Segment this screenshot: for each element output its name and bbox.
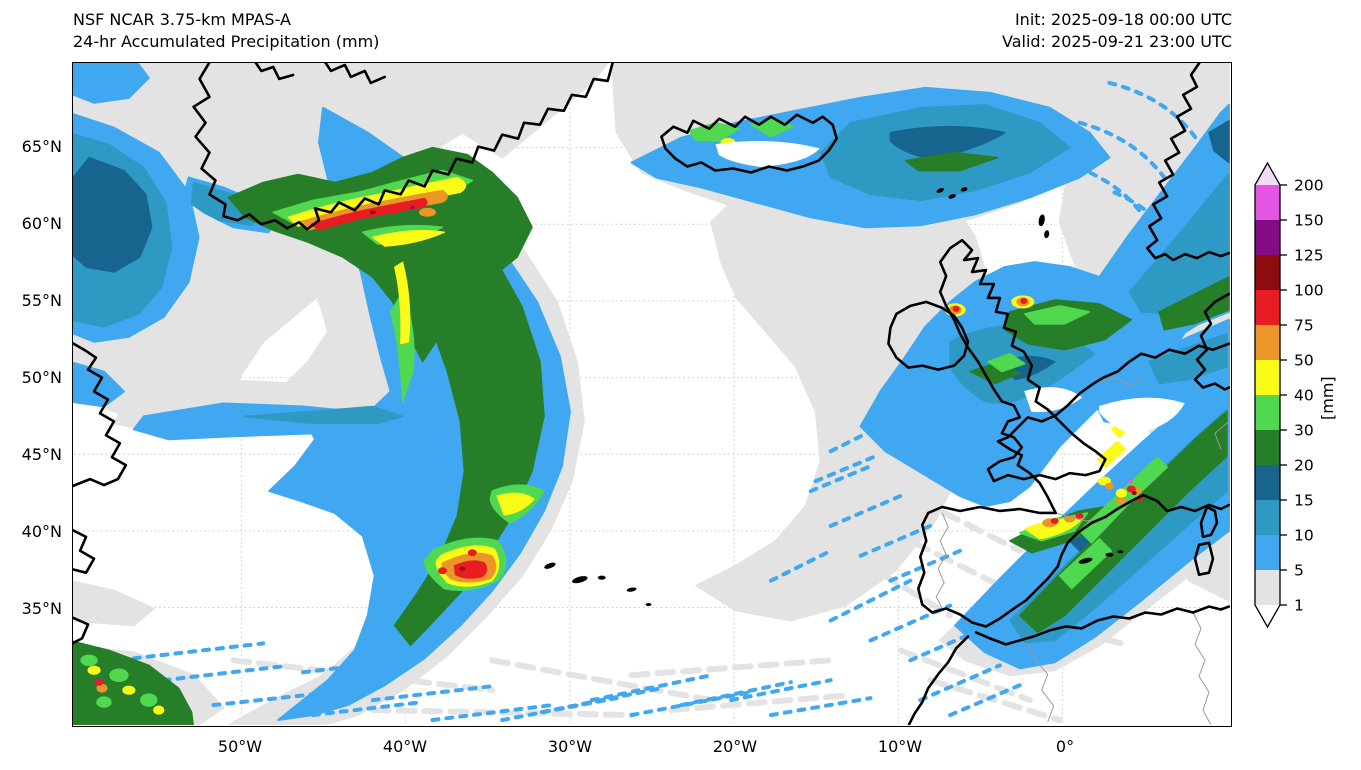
precip-layer-extreme bbox=[369, 205, 1137, 571]
colorbar-tick-label: 100 bbox=[1294, 282, 1324, 300]
lat-tick-label: 60°N bbox=[21, 214, 62, 233]
lon-tick-label: 50°W bbox=[217, 737, 263, 756]
colorbar-segment bbox=[1255, 430, 1280, 465]
plot-title: NSF NCAR 3.75-km MPAS-A 24-hr Accumulated… bbox=[73, 9, 379, 53]
lat-tick-label: 35°N bbox=[21, 599, 62, 618]
colorbar: 1 5 10 15 20 30 40 50 75 100 125 150 200 bbox=[1243, 160, 1361, 640]
colorbar-tick-label: 20 bbox=[1294, 457, 1314, 475]
colorbar-segment bbox=[1255, 360, 1280, 395]
colorbar-unit-label: [mm] bbox=[1318, 376, 1337, 420]
lon-tick-label: 10°W bbox=[877, 737, 923, 756]
title-line2: 24-hr Accumulated Precipitation (mm) bbox=[73, 32, 380, 51]
colorbar-segment bbox=[1255, 220, 1280, 255]
lon-tick-label: 20°W bbox=[712, 737, 758, 756]
lat-tick-label: 65°N bbox=[21, 137, 62, 156]
lon-tick-label: 0° bbox=[1055, 737, 1075, 756]
colorbar-tick-label: 200 bbox=[1294, 177, 1324, 195]
lat-tick-label: 55°N bbox=[21, 291, 62, 310]
precip-blue-streaks bbox=[131, 80, 1202, 723]
colorbar-segment bbox=[1255, 290, 1280, 325]
lon-tick-label: 30°W bbox=[547, 737, 593, 756]
lat-tick-label: 40°N bbox=[21, 522, 62, 541]
colorbar-tick-label: 150 bbox=[1294, 212, 1324, 230]
colorbar-segment bbox=[1255, 325, 1280, 360]
colorbar-tick-label: 40 bbox=[1294, 387, 1314, 405]
map-plot-area bbox=[72, 62, 1232, 727]
lat-tick-label: 45°N bbox=[21, 445, 62, 464]
init-time-label: Init: 2025-09-18 00:00 UTC bbox=[1014, 10, 1232, 29]
colorbar-tick-label: 75 bbox=[1294, 317, 1314, 335]
map-canvas bbox=[73, 63, 1230, 725]
small-islands bbox=[544, 187, 1124, 607]
run-time-info: Init: 2025-09-18 00:00 UTC Valid: 2025-09… bbox=[1002, 9, 1232, 53]
lat-tick-label: 50°N bbox=[21, 368, 62, 387]
colorbar-tick-label: 125 bbox=[1294, 247, 1324, 265]
colorbar-segment bbox=[1255, 570, 1280, 605]
colorbar-over-arrow bbox=[1255, 163, 1280, 185]
lon-tick-label: 40°W bbox=[382, 737, 428, 756]
colorbar-tick-label: 30 bbox=[1294, 422, 1314, 440]
colorbar-segment bbox=[1255, 465, 1280, 500]
title-line1: NSF NCAR 3.75-km MPAS-A bbox=[73, 10, 291, 29]
colorbar-tick-label: 10 bbox=[1294, 527, 1314, 545]
colorbar-tick-label: 5 bbox=[1294, 562, 1304, 580]
country-borders bbox=[935, 377, 1230, 725]
colorbar-tick-label: 15 bbox=[1294, 492, 1314, 510]
colorbar-segment bbox=[1255, 255, 1280, 290]
colorbar-segment bbox=[1255, 395, 1280, 430]
colorbar-tick-label: 1 bbox=[1294, 597, 1304, 615]
colorbar-segment bbox=[1255, 185, 1280, 220]
colorbar-under-arrow bbox=[1255, 605, 1280, 627]
valid-time-label: Valid: 2025-09-21 23:00 UTC bbox=[1001, 32, 1232, 51]
colorbar-segment bbox=[1255, 500, 1280, 535]
colorbar-tick-label: 50 bbox=[1294, 352, 1314, 370]
coastlines bbox=[73, 63, 1230, 725]
colorbar-segment bbox=[1255, 535, 1280, 570]
